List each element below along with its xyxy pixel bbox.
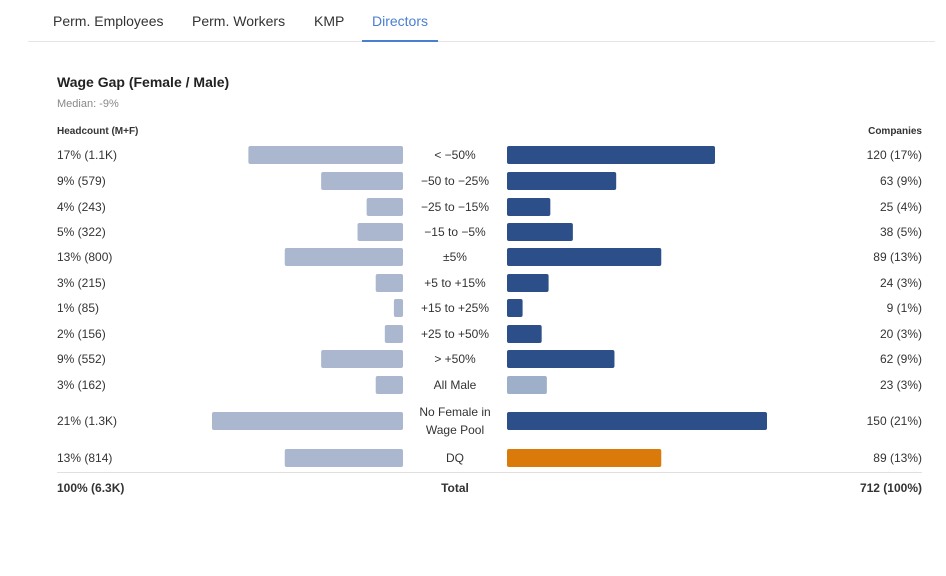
right-value-label: 23 (3%) <box>879 378 922 392</box>
left-bar <box>248 146 403 164</box>
left-value-label: 21% (1.3K) <box>57 414 118 428</box>
total-right: 712 (100%) <box>859 481 922 495</box>
category-label: < −50% <box>434 148 476 162</box>
total-label: Total <box>441 481 469 495</box>
right-value-label: 63 (9%) <box>879 174 922 188</box>
right-bar <box>507 146 715 164</box>
right-bar <box>507 198 551 216</box>
left-value-label: 13% (814) <box>57 451 113 465</box>
left-value-label: 4% (243) <box>57 200 106 214</box>
left-value-label: 13% (800) <box>57 250 113 264</box>
chart-title: Wage Gap (Female / Male) <box>57 74 230 90</box>
right-bar <box>507 376 547 394</box>
left-value-label: 3% (162) <box>57 378 106 392</box>
left-value-label: 9% (552) <box>57 352 106 366</box>
left-header: Headcount (M+F) <box>57 126 139 137</box>
right-value-label: 150 (21%) <box>866 414 922 428</box>
left-value-label: 1% (85) <box>57 301 100 315</box>
right-value-label: 38 (5%) <box>879 225 922 239</box>
left-value-label: 3% (215) <box>57 276 106 290</box>
active-tab-indicator <box>362 40 439 42</box>
right-value-label: 89 (13%) <box>873 250 922 264</box>
left-value-label: 17% (1.1K) <box>57 148 118 162</box>
right-bar <box>507 172 617 190</box>
right-bar <box>507 299 523 317</box>
right-bar <box>507 223 573 241</box>
category-label: −15 to −5% <box>424 225 486 239</box>
right-value-label: 25 (4%) <box>879 200 922 214</box>
left-bar <box>375 274 403 292</box>
category-label: +5 to +15% <box>424 276 486 290</box>
right-value-label: 24 (3%) <box>879 276 922 290</box>
left-bar <box>212 412 403 430</box>
right-value-label: 62 (9%) <box>879 352 922 366</box>
chart-subtitle: Median: -9% <box>57 98 119 110</box>
right-value-label: 9 (1%) <box>886 301 922 315</box>
tab[interactable]: KMP <box>314 13 345 29</box>
left-value-label: 9% (579) <box>57 174 106 188</box>
right-bar <box>507 325 542 343</box>
left-bar <box>384 325 403 343</box>
category-label: −50 to −25% <box>420 174 490 188</box>
tab[interactable]: Perm. Employees <box>53 13 164 29</box>
category-label: ±5% <box>443 250 467 264</box>
category-label: > +50% <box>434 352 476 366</box>
tab[interactable]: Perm. Workers <box>192 13 286 29</box>
left-bar <box>284 248 403 266</box>
right-value-label: 20 (3%) <box>879 327 922 341</box>
left-value-label: 5% (322) <box>57 225 106 239</box>
right-bar <box>507 412 767 430</box>
right-bar <box>507 274 549 292</box>
right-bar <box>507 350 615 368</box>
category-label: No Female in Wage Pool <box>419 405 491 437</box>
category-label: +15 to +25% <box>420 301 490 315</box>
category-label: All Male <box>433 378 477 392</box>
left-bar <box>375 376 403 394</box>
right-header: Companies <box>868 126 922 137</box>
left-value-label: 2% (156) <box>57 327 106 341</box>
left-bar <box>366 198 403 216</box>
category-label: +25 to +50% <box>420 327 490 341</box>
right-value-label: 89 (13%) <box>873 451 922 465</box>
left-bar <box>393 299 403 317</box>
right-bar <box>507 248 662 266</box>
right-bar <box>507 449 662 467</box>
left-bar <box>321 172 403 190</box>
left-bar <box>321 350 403 368</box>
total-left: 100% (6.3K) <box>57 481 125 495</box>
left-bar <box>284 449 403 467</box>
right-value-label: 120 (17%) <box>866 148 922 162</box>
category-label: DQ <box>446 451 464 465</box>
left-bar <box>357 223 403 241</box>
tab[interactable]: Directors <box>372 13 429 29</box>
category-label: −25 to −15% <box>420 200 490 214</box>
